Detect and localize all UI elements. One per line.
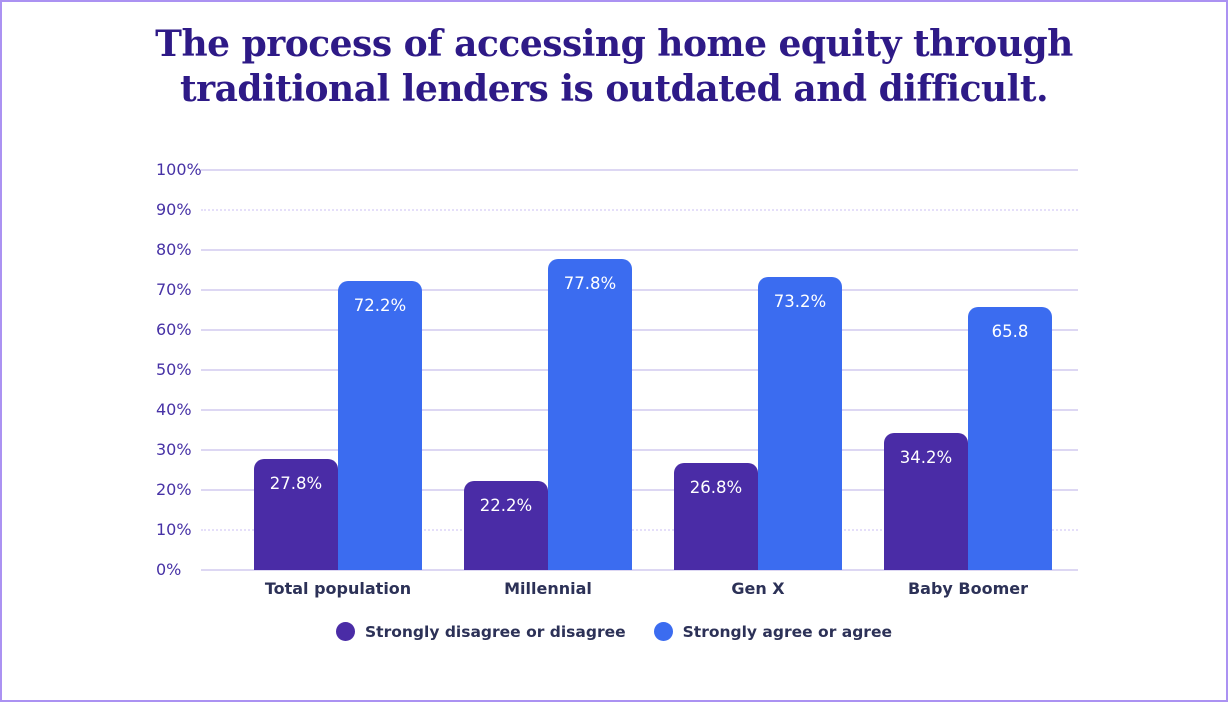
bar-agree: 77.8% [548, 258, 632, 570]
bar-value-label: 65.8 [991, 321, 1029, 341]
y-tick-label: 60% [156, 320, 192, 339]
bar-disagree: 22.2% [464, 481, 548, 570]
gridline [201, 449, 1078, 451]
bar-value-label: 73.2% [773, 292, 827, 312]
y-tick-label: 100% [156, 160, 202, 179]
legend-label-disagree: Strongly disagree or disagree [365, 622, 626, 641]
y-tick-label: 0% [156, 560, 182, 579]
gridline [201, 569, 1078, 571]
gridline [201, 409, 1078, 411]
chart-title: The process of accessing home equity thr… [2, 22, 1226, 113]
chart-title-line2: traditional lenders is outdated and diff… [179, 68, 1049, 111]
bar-disagree: 34.2% [884, 433, 968, 570]
x-category-label: Total population [264, 579, 412, 598]
x-category-label: Baby Boomer [907, 579, 1029, 598]
y-tick-label: 90% [156, 200, 192, 219]
y-tick-label: 30% [156, 440, 192, 459]
legend: Strongly disagree or disagree Strongly a… [2, 622, 1226, 641]
legend-label-agree: Strongly agree or agree [682, 622, 892, 641]
bar-agree: 72.2% [338, 281, 422, 570]
bar-value-label: 77.8% [563, 273, 617, 293]
gridline [201, 329, 1078, 331]
bar-value-label: 72.2% [353, 296, 407, 316]
bar-value-label: 26.8% [689, 477, 743, 497]
x-category-label: Millennial [504, 579, 592, 598]
bar-agree: 73.2% [758, 277, 842, 570]
gridline [201, 249, 1078, 251]
disagree-swatch-icon [336, 622, 356, 641]
plot-area: 27.8% 22.2% 26.8% 34.2% 72.2% 77.8% 73.2% 65.8 [201, 169, 1078, 571]
y-tick-label: 40% [156, 400, 192, 419]
bar-value-label: 22.2% [479, 496, 533, 516]
y-tick-label: 70% [156, 280, 192, 299]
gridline [201, 289, 1078, 291]
bar-value-label: 34.2% [899, 448, 953, 468]
bar-agree: 65.8 [968, 306, 1052, 570]
y-tick-label: 50% [156, 360, 192, 379]
gridline [201, 529, 1078, 531]
legend-item-disagree: Strongly disagree or disagree [336, 622, 626, 641]
gridline [201, 489, 1078, 491]
chart-title-line1: The process of accessing home equity thr… [155, 23, 1073, 65]
bar-value-label: 27.8% [269, 473, 323, 493]
y-tick-label: 80% [156, 240, 192, 259]
x-category-label: Gen X [731, 579, 785, 598]
y-tick-label: 20% [156, 480, 192, 499]
agree-swatch-icon [653, 622, 673, 641]
gridline [201, 369, 1078, 371]
bar-disagree: 27.8% [254, 458, 338, 570]
gridline [201, 169, 1078, 171]
gridline [201, 209, 1078, 211]
y-tick-label: 10% [156, 520, 192, 539]
bar-disagree: 26.8% [674, 462, 758, 570]
legend-item-agree: Strongly agree or agree [653, 622, 892, 641]
